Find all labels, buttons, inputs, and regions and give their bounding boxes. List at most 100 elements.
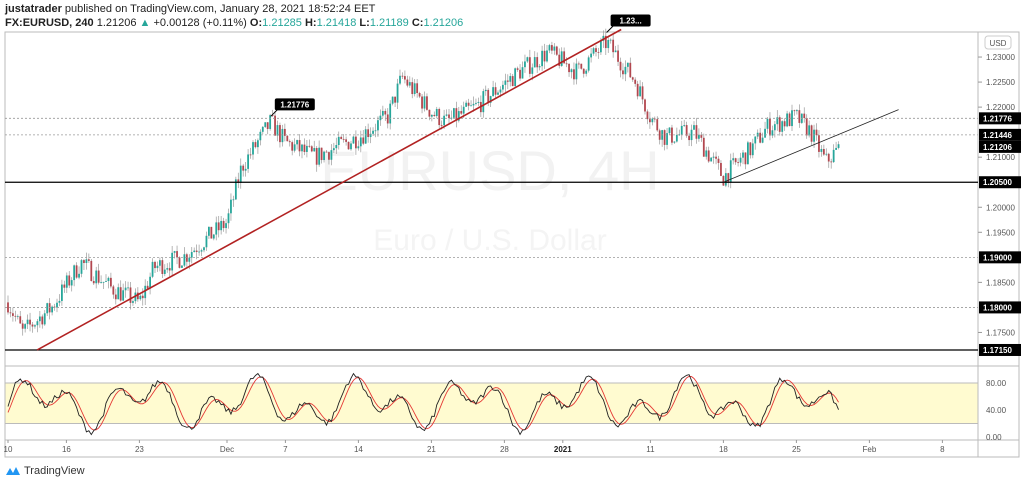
- tradingview-logo[interactable]: TradingView: [5, 465, 85, 477]
- candle-down: [386, 114, 389, 124]
- osc-tick-label: 80.00: [986, 379, 1007, 388]
- candle-down: [41, 316, 44, 325]
- candle-up: [457, 111, 460, 121]
- y-tick-label: 1.20000: [986, 203, 1015, 212]
- candle-up: [443, 115, 445, 126]
- symbol-legend: FX:EURUSD, 240 1.21206 ▲ +0.00128 (+0.11…: [5, 17, 463, 29]
- candle-up: [183, 254, 186, 266]
- candle-down: [249, 154, 252, 156]
- candle-up: [38, 316, 41, 322]
- candle-up: [215, 222, 218, 235]
- candle-down: [793, 110, 796, 112]
- candle-up: [796, 110, 798, 112]
- candle-up: [450, 117, 453, 119]
- candle-down: [279, 125, 281, 143]
- candle-down: [604, 35, 607, 49]
- candle-down: [119, 287, 122, 301]
- candle-down: [695, 125, 698, 139]
- candle-up: [124, 287, 127, 291]
- candle-up: [609, 39, 612, 41]
- candle-down: [646, 111, 649, 120]
- trendline: [36, 28, 622, 351]
- candle-down: [438, 108, 441, 126]
- candle-down: [573, 69, 575, 80]
- price-label-box: [979, 301, 1021, 314]
- candle-down: [467, 102, 470, 106]
- candle-down: [702, 137, 705, 157]
- candle-down: [649, 119, 651, 123]
- candle-up: [475, 102, 477, 104]
- candle-up: [729, 160, 732, 183]
- candle-down: [516, 68, 519, 70]
- candle-up: [372, 130, 374, 134]
- candle-down: [558, 54, 561, 66]
- candle-up: [232, 199, 235, 201]
- candle-down: [7, 302, 9, 313]
- price-label: 1.20500: [983, 178, 1012, 187]
- candle-down: [810, 125, 813, 142]
- c-label: C:: [411, 17, 424, 29]
- candle-up: [413, 83, 416, 95]
- candle-up: [296, 140, 298, 145]
- candle-down: [31, 324, 34, 327]
- candle-down: [769, 118, 771, 136]
- x-tick-label: 2021: [554, 445, 572, 454]
- candle-up: [693, 125, 695, 130]
- candle-down: [97, 270, 100, 283]
- candle-up: [470, 105, 472, 107]
- candle-up: [626, 62, 629, 67]
- candle-up: [61, 284, 63, 301]
- x-tick-label: 21: [427, 445, 436, 454]
- candle-up: [276, 125, 279, 136]
- candle-down: [129, 287, 132, 303]
- candle-up: [624, 66, 627, 75]
- candle-up: [462, 106, 465, 114]
- candle-down: [717, 158, 720, 163]
- candle-down: [217, 222, 220, 231]
- candle-down: [519, 69, 521, 79]
- candle-down: [168, 268, 171, 271]
- candle-up: [553, 46, 556, 51]
- candle-down: [555, 46, 558, 55]
- candle-down: [815, 129, 818, 136]
- candle-up: [835, 147, 837, 150]
- candle-up: [337, 136, 340, 145]
- candle-up: [499, 89, 502, 93]
- x-tick-label: 23: [135, 445, 144, 454]
- candle-down: [286, 135, 289, 142]
- last-price: 1.21206: [96, 17, 137, 29]
- candle-up: [225, 223, 227, 229]
- candle-down: [448, 114, 450, 119]
- candle-down: [631, 77, 634, 80]
- candle-up: [102, 281, 105, 283]
- candle-up: [247, 154, 249, 169]
- candle-up: [43, 313, 46, 325]
- candle-down: [110, 277, 112, 287]
- candle-up: [58, 300, 61, 303]
- candle-down: [384, 110, 387, 115]
- price-chart[interactable]: EURUSD, 4H Euro / U.S. Dollar USD 1.23000 1.…: [0, 0, 1024, 462]
- symbol: FX:EURUSD, 240: [5, 17, 94, 29]
- candle-up: [369, 133, 372, 138]
- candle-down: [644, 99, 646, 112]
- y-tick-label: 1.21000: [986, 153, 1015, 162]
- candle-up: [484, 89, 487, 92]
- l-label: L:: [359, 17, 370, 29]
- candle-down: [617, 50, 619, 62]
- candle-up: [51, 306, 53, 313]
- candle-down: [612, 39, 615, 53]
- candle-down: [805, 118, 808, 136]
- candle-up: [482, 91, 485, 113]
- candle-up: [754, 136, 757, 144]
- price-label: 1.21446: [983, 131, 1012, 140]
- candle-up: [212, 234, 215, 239]
- candle-up: [408, 82, 411, 86]
- candle-down: [237, 179, 240, 183]
- candle-down: [362, 137, 365, 144]
- y-tick-label: 1.19500: [986, 228, 1015, 237]
- candle-up: [335, 144, 338, 149]
- candle-up: [198, 251, 200, 253]
- candle-down: [298, 140, 301, 152]
- candle-down: [543, 50, 546, 62]
- price-label-box: [979, 343, 1021, 356]
